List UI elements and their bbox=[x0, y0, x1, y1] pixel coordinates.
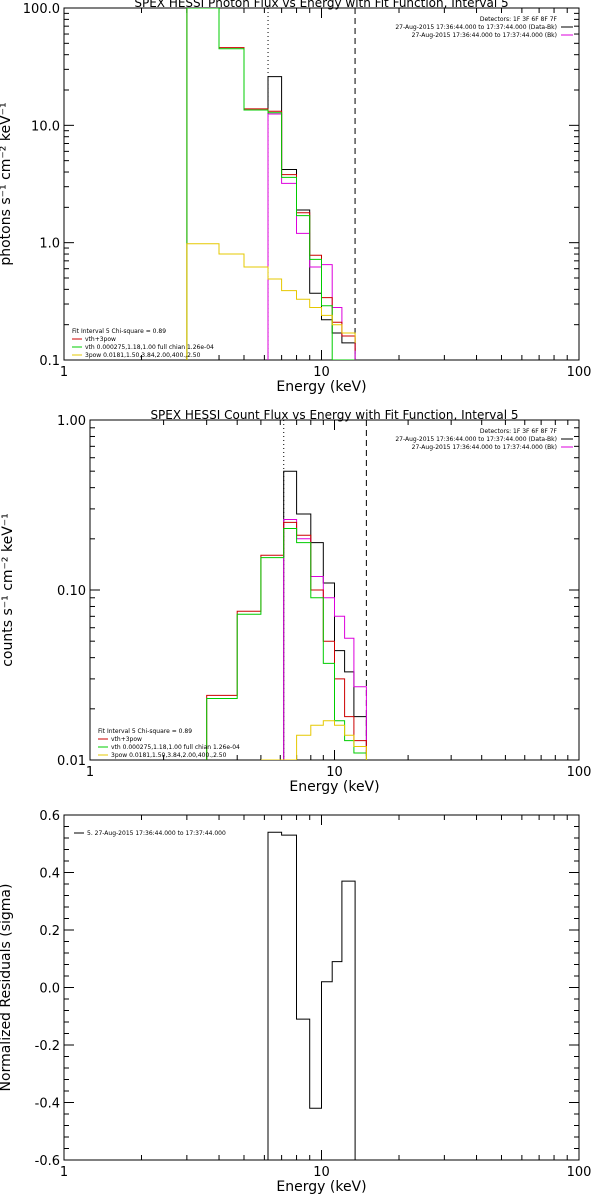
x-axis-label: Energy (keV) bbox=[276, 1179, 366, 1195]
y-tick-label: 0.10 bbox=[57, 584, 86, 599]
series-5-27-aug-2015-17-36-44-0 bbox=[267, 831, 356, 1160]
info-text: 27-Aug-2015 17:36:44.000 to 17:37:44.000… bbox=[395, 436, 557, 443]
panel-3: 1 10 100 Energy (keV) -0.6 -0.4 -0.2 0.0 0.2 0.4 0… bbox=[0, 809, 591, 1195]
legend-label: 3pow 0.0181,1.50,3.84,2.00,400.,2.50 bbox=[85, 352, 201, 359]
series-vth-3pow bbox=[206, 521, 367, 760]
y-tick-label: -0.6 bbox=[35, 1154, 60, 1169]
y-tick-label: 10.0 bbox=[31, 119, 60, 134]
y-axis-label: counts s⁻¹ cm⁻² keV⁻¹ bbox=[0, 513, 16, 667]
panel-1: SPEX HESSI Photon Flux vs Energy with Fi… bbox=[0, 0, 591, 395]
y-tick-label: 0.0 bbox=[39, 982, 60, 997]
x-tick-label: 1 bbox=[86, 765, 94, 780]
y-tick-label: 0.01 bbox=[57, 754, 86, 769]
series-vth bbox=[206, 528, 367, 760]
chart-title: SPEX HESSI Count Flux vs Energy with Fit… bbox=[150, 408, 518, 422]
y-tick-label: 100.0 bbox=[23, 2, 60, 17]
plot-area bbox=[267, 831, 356, 1160]
x-tick-label: 1 bbox=[60, 1165, 68, 1180]
y-axis-label: Normalized Residuals (sigma) bbox=[0, 884, 14, 1092]
series-vth-3pow bbox=[186, 8, 356, 360]
info-text: Detectors: 1F 3F 6F 8F 7F bbox=[480, 16, 558, 23]
series-3pow bbox=[186, 243, 356, 360]
y-tick-label: 1.0 bbox=[39, 237, 60, 252]
y-tick-label: -0.4 bbox=[35, 1097, 60, 1112]
x-tick-label: 100 bbox=[567, 365, 592, 380]
y-tick-label: 0.6 bbox=[39, 809, 60, 824]
x-axis-label: Energy (keV) bbox=[276, 379, 366, 395]
info-text: Detectors: 1F 3F 6F 8F 7F bbox=[480, 428, 558, 435]
info-text: 27-Aug-2015 17:36:44.000 to 17:37:44.000… bbox=[395, 24, 557, 31]
y-tick-label: 1.00 bbox=[57, 414, 86, 429]
series-3pow bbox=[260, 720, 367, 760]
y-axis-label: photons s⁻¹ cm⁻² keV⁻¹ bbox=[0, 102, 14, 265]
series-data-bk bbox=[283, 470, 367, 760]
legend-label: vth+3pow bbox=[111, 736, 142, 743]
x-tick-label: 10 bbox=[313, 1165, 330, 1180]
info-text: 27-Aug-2015 17:36:44.000 to 17:37:44.000… bbox=[412, 32, 557, 39]
x-tick-label: 10 bbox=[326, 765, 343, 780]
x-tick-label: 10 bbox=[313, 365, 330, 380]
legend-label: vth 0.000275,1.18,1.00 full chian 1.26e-… bbox=[85, 344, 214, 351]
x-tick-label: 1 bbox=[60, 365, 68, 380]
panel-2: SPEX HESSI Count Flux vs Energy with Fit… bbox=[0, 408, 591, 795]
y-tick-label: 0.2 bbox=[39, 924, 60, 939]
plot-area bbox=[206, 420, 367, 760]
fit-legend-title: Fit Interval 5 Chi-square = 0.89 bbox=[98, 728, 192, 735]
y-tick-label: -0.2 bbox=[35, 1039, 60, 1054]
x-tick-label: 100 bbox=[567, 1165, 592, 1180]
legend-label: 3pow 0.0181,1.50,3.84,2.00,400.,2.50 bbox=[111, 752, 227, 759]
legend-label: vth 0.000275,1.18,1.00 full chian 1.26e-… bbox=[111, 744, 240, 751]
chart-title: SPEX HESSI Photon Flux vs Energy with Fi… bbox=[134, 0, 508, 10]
info-text: 27-Aug-2015 17:36:44.000 to 17:37:44.000… bbox=[412, 444, 557, 451]
y-tick-label: 0.4 bbox=[39, 867, 60, 882]
legend-label: 5. 27-Aug-2015 17:36:44.000 to 17:37:44.… bbox=[87, 830, 226, 837]
x-axis-label: Energy (keV) bbox=[289, 779, 379, 795]
fit-legend-title: Fit Interval 5 Chi-square = 0.89 bbox=[72, 328, 166, 335]
series-vth bbox=[186, 8, 356, 360]
plot-area bbox=[186, 8, 356, 360]
legend-label: vth+3pow bbox=[85, 336, 116, 343]
x-tick-label: 100 bbox=[567, 765, 592, 780]
y-tick-label: 0.1 bbox=[39, 354, 60, 369]
